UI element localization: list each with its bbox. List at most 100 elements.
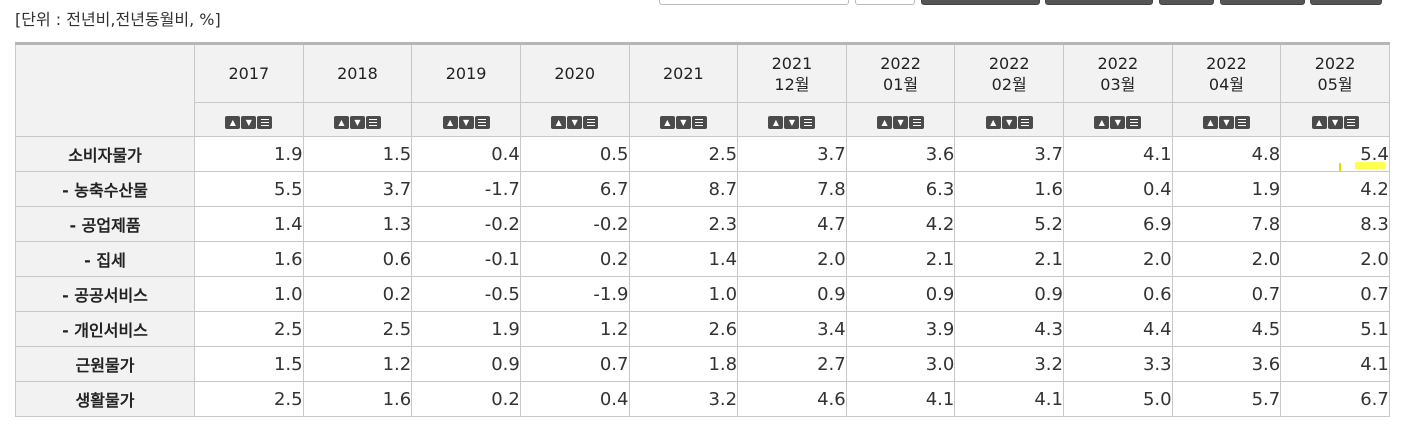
sort-descending-icon[interactable]: ▼ (458, 116, 474, 130)
data-cell: 0.2 (411, 381, 521, 417)
column-header: 2018 (302, 43, 413, 103)
sort-ascending-icon[interactable]: ▲ (225, 116, 241, 130)
sort-ascending-icon[interactable]: ▲ (1311, 116, 1327, 130)
data-cell: 3.6 (1171, 346, 1282, 382)
row-label: 소비자물가 (15, 136, 195, 172)
row-label: - 공공서비스 (15, 276, 195, 312)
highlight-tick (1338, 163, 1341, 171)
data-cell: 0.6 (1063, 276, 1173, 312)
sort-ascending-icon[interactable]: ▲ (768, 116, 784, 130)
column-header-line2: 03월 (1100, 74, 1136, 94)
data-cell: 4.1 (845, 381, 956, 417)
column-menu-icon[interactable] (800, 116, 816, 130)
data-cell: 3.0 (845, 346, 956, 382)
sort-ascending-icon[interactable]: ▲ (877, 116, 893, 130)
column-menu-icon[interactable] (1234, 116, 1250, 130)
data-cell: 2.1 (954, 241, 1064, 277)
data-cell: -1.9 (519, 276, 630, 312)
data-cell: 2.5 (194, 381, 304, 417)
sort-descending-icon[interactable]: ▼ (675, 116, 691, 130)
sort-descending-icon[interactable]: ▼ (1001, 116, 1017, 130)
column-header: 2022 01월 (845, 43, 956, 103)
column-header-line1: 2018 (337, 64, 378, 83)
column-header: 2020 (519, 43, 630, 103)
data-cell: 6.7 (519, 171, 630, 207)
sort-descending-icon[interactable]: ▼ (241, 116, 257, 130)
data-cell: 3.6 (845, 136, 956, 172)
data-cell: 6.3 (845, 171, 956, 207)
toolbar-button-2[interactable] (1045, 0, 1153, 5)
data-cell: 3.4 (737, 311, 847, 347)
column-menu-icon[interactable] (1343, 116, 1359, 130)
corner-cell (15, 43, 195, 137)
column-header: 2022 04월 (1171, 43, 1282, 103)
data-cell: 4.2 (1280, 171, 1390, 207)
column-menu-icon[interactable] (691, 116, 707, 130)
column-menu-icon[interactable] (1126, 116, 1142, 130)
sort-ascending-icon[interactable]: ▲ (551, 116, 567, 130)
data-cell: 3.7 (302, 171, 413, 207)
column-menu-icon[interactable] (1017, 116, 1033, 130)
toolbar-button-1[interactable] (921, 0, 1040, 5)
sort-descending-icon[interactable]: ▼ (567, 116, 583, 130)
column-header-line1: 2019 (445, 64, 487, 83)
row-label: - 집세 (15, 241, 195, 277)
column-header-line1: 2022 (988, 53, 1030, 73)
sort-descending-icon[interactable]: ▼ (1327, 116, 1343, 130)
column-header: 2022 05월 (1280, 43, 1390, 103)
data-cell: 5.1 (1280, 311, 1390, 347)
data-cell: 2.0 (1063, 241, 1173, 277)
sort-descending-icon[interactable]: ▼ (1218, 116, 1234, 130)
column-header: 2017 (194, 43, 304, 103)
data-cell: 4.6 (737, 381, 847, 417)
sort-controls: ▲ ▼ (628, 102, 739, 137)
sort-descending-icon[interactable]: ▼ (893, 116, 909, 130)
sort-controls: ▲ ▼ (302, 102, 413, 137)
sort-descending-icon[interactable]: ▼ (784, 116, 800, 130)
sort-ascending-icon[interactable]: ▲ (1094, 116, 1110, 130)
data-cell: 7.8 (1171, 206, 1282, 242)
data-cell: 1.2 (519, 311, 630, 347)
sort-ascending-icon[interactable]: ▲ (1202, 116, 1218, 130)
data-cell: -0.2 (411, 206, 521, 242)
column-menu-icon[interactable] (257, 116, 273, 130)
sort-ascending-icon[interactable]: ▲ (442, 116, 458, 130)
small-input[interactable] (855, 0, 915, 5)
column-header-line2: 04월 (1208, 74, 1244, 94)
table-row: - 집세 1.6 0.6 -0.1 0.2 1.4 2.0 2.1 2.1 2.0 2.0 2.0 (15, 241, 1390, 277)
table-row: - 농축수산물 5.5 3.7 -1.7 6.7 8.7 7.8 6.3 1.6 0.4 1.9 4.… (15, 171, 1390, 207)
search-input[interactable] (659, 0, 849, 5)
row-label: - 개인서비스 (15, 311, 195, 347)
data-cell: 0.9 (411, 346, 521, 382)
toolbar-button-3[interactable] (1159, 0, 1214, 5)
column-header: 2022 03월 (1063, 43, 1173, 103)
table-row: 생활물가 2.5 1.6 0.2 0.4 3.2 4.6 4.1 4.1 5.0 5.7 6.7 (15, 381, 1390, 417)
column-header-line1: 2022 (1314, 53, 1356, 73)
data-cell: 3.2 (954, 346, 1064, 382)
column-menu-icon[interactable] (583, 116, 599, 130)
data-cell: 4.7 (737, 206, 847, 242)
sort-descending-icon[interactable]: ▼ (1110, 116, 1126, 130)
column-menu-icon[interactable] (909, 116, 925, 130)
data-cell: 0.2 (519, 241, 630, 277)
sort-ascending-icon[interactable]: ▲ (659, 116, 675, 130)
data-cell: 4.1 (1280, 346, 1390, 382)
data-cell: 1.0 (628, 276, 739, 312)
cell-value: 5.4 (1360, 143, 1389, 165)
data-cell: 1.6 (194, 241, 304, 277)
column-header: 2021 (628, 43, 739, 103)
sort-ascending-icon[interactable]: ▲ (985, 116, 1001, 130)
toolbar-button-5[interactable] (1310, 0, 1382, 5)
sort-descending-icon[interactable]: ▼ (349, 116, 365, 130)
sort-ascending-icon[interactable]: ▲ (333, 116, 349, 130)
column-menu-icon[interactable] (365, 116, 381, 130)
sort-controls: ▲ ▼ (954, 102, 1064, 137)
data-cell: 4.1 (1063, 136, 1173, 172)
toolbar-button-4[interactable] (1220, 0, 1305, 5)
data-cell: 3.7 (954, 136, 1064, 172)
column-menu-icon[interactable] (474, 116, 490, 130)
data-cell: 2.7 (737, 346, 847, 382)
column-header-line1: 2020 (554, 64, 596, 83)
column-header-line2: 01월 (883, 74, 919, 94)
data-cell: 1.9 (411, 311, 521, 347)
